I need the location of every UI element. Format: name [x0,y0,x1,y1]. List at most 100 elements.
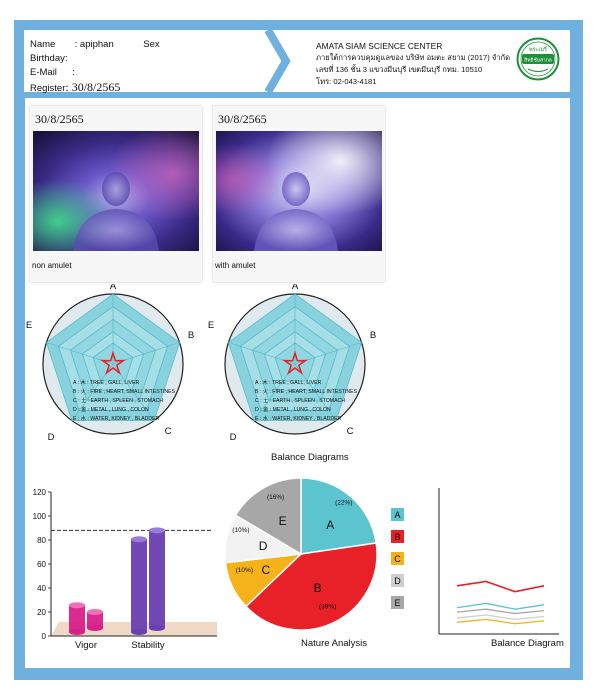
series-line [456,608,545,615]
aura-image-non-amulet [33,131,199,251]
bar [69,605,85,632]
pie-slice-label: C [261,563,270,577]
radar-balance-star [282,350,308,375]
y-tick-label: 120 [33,488,47,497]
radar-legend-line: D : 金 : METAL , LUNG , COLON [255,405,331,413]
balance-line-chart: A B C D E [391,488,559,635]
y-tick-label: 20 [37,608,46,617]
radar-legend-line: D : 金 : METAL , LUNG , COLON [73,405,149,413]
photo-caption: non amulet [32,261,72,270]
aura-image-with-amulet [216,131,382,251]
aura-photo-card-with-amulet: 30/8/2565 [213,106,385,282]
radar-axis-label: D [230,432,237,443]
y-tick-label: 100 [33,512,47,521]
sex-label: Sex [143,39,160,50]
register-value: : 30/8/2565 [65,80,121,94]
pie-slice-percent: (10%) [236,567,253,574]
photo-caption: with amulet [215,261,256,270]
y-tick-label: 40 [37,584,46,593]
y-tick-label: 60 [37,560,46,569]
photo-date: 30/8/2565 [218,112,267,126]
center-name: AMATA SIAM SCIENCE CENTER [316,41,443,51]
legend-swatch [391,530,404,543]
y-tick-label: 80 [37,536,46,545]
logo-text-top: พระเมรี [529,46,547,53]
register-label: Register [30,83,66,94]
radar-balance-star [100,350,126,375]
legend-label: B [394,532,400,542]
radar-legend-line: C : 土 : EARTH , SPLEEN , STOMACH [73,396,163,404]
center-line1: ภายใต้การควบคุมดูแลของ บริษัท อมตะ สยาม … [316,53,511,62]
radar-legend-line: B : 火 : FIRE , HEART, SMALL INTESTINES [255,389,358,395]
radar-axis-label: B [370,330,376,341]
radar-axis-label: E [208,320,214,331]
radar-axis-label: C [165,426,172,437]
radar-axis-label: C [347,426,354,437]
header-arrow-divider [264,30,291,92]
balance-radar-non-amulet: A B C D E A : 木 : TREE , GALL, LIVER B : 火 : F… [26,284,194,443]
pie-slice-percent: (22%) [335,499,352,506]
aura-photo-card-non-amulet: 30/8/2565 [30,106,202,282]
pie-slice-label: A [326,518,334,532]
bar [87,612,103,628]
legend-swatch [391,508,404,521]
x-category-label: Vigor [75,640,97,651]
radar-axis-label: E [26,320,32,331]
pie-slice [234,477,302,556]
balance-diagram-title: Balance Diagram [491,638,564,649]
logo-text-bottom: สิทธิชัยสากล [524,57,552,64]
center-line2: เลขที่ 136 ชั้น 3 แขวงมีนบุรี เขตมีนบุรี… [316,65,483,74]
radar-axis-label: A [292,284,299,292]
y-tick-label: 0 [42,632,47,641]
pie-slice [300,477,378,555]
radar-legend-line: E : 水 : WATER, KIDNEY , BLADDER [255,414,342,422]
pie-slice-percent: (39%) [319,603,336,610]
birthday-label: Birthday [30,53,65,64]
email-value: : [72,67,75,78]
legend-label: E [394,598,400,608]
report-content: 30/8/2565 [25,98,570,668]
bar-top [87,609,103,615]
birthday-value: : [64,53,68,64]
patient-info: Name : apiphan Sex Birthday: E-Mail: Reg… [30,38,160,96]
radar-axis-label: A [110,284,117,292]
nature-analysis-pie: A (22%) B (39%) C (10%) D (10%) E (16%) [224,477,378,631]
bar-base [69,629,85,635]
name-label: Name [30,39,56,50]
bar-base [87,625,103,631]
radar-legend-line: A : 木 : TREE , GALL, LIVER [73,378,140,386]
series-line [456,580,545,593]
series-line [456,618,545,625]
vigor-stability-chart: 0 20 40 60 80 100 120 Vigor Stability [33,488,217,651]
radar-legend-line: A : 木 : TREE , GALL, LIVER [255,378,322,386]
radar-legend-line: C : 土 : EARTH , SPLEEN , STOMACH [255,396,345,404]
nature-analysis-title: Nature Analysis [301,638,368,649]
pie-slice-label: D [259,539,268,553]
radar-legend-line: E : 水 : WATER, KIDNEY , BLADDER [73,414,160,422]
legend-swatch [391,574,404,587]
bar-base [131,629,147,635]
pie-slice [244,542,378,631]
legend-swatch [391,552,404,565]
email-label: E-Mail [30,67,57,78]
series-line [456,602,545,610]
radar-axis-label: D [48,432,55,443]
bar-base [149,625,165,631]
series-line [456,614,545,621]
header: Name : apiphan Sex Birthday: E-Mail: Reg… [24,30,570,94]
legend-swatch [391,596,404,609]
center-phone: โทร: 02-043-4181 [316,77,377,86]
bar-top [131,536,147,543]
name-value: : apiphan [74,39,114,50]
legend-label: A [394,510,400,520]
bar-top [69,602,85,609]
legend-label: D [394,576,401,586]
photo-date: 30/8/2565 [35,112,84,126]
pie-slice-label: E [279,514,287,528]
pie-slice-label: B [314,581,322,595]
bar-top [149,527,165,534]
pie-slice-percent: (16%) [267,494,284,501]
radar-axis-label: B [188,330,194,341]
pie-slice-percent: (10%) [232,527,249,534]
balance-radar-with-amulet: A B C D E A : 木 : TREE , GALL, LIVER B : 火 : F… [208,284,376,443]
